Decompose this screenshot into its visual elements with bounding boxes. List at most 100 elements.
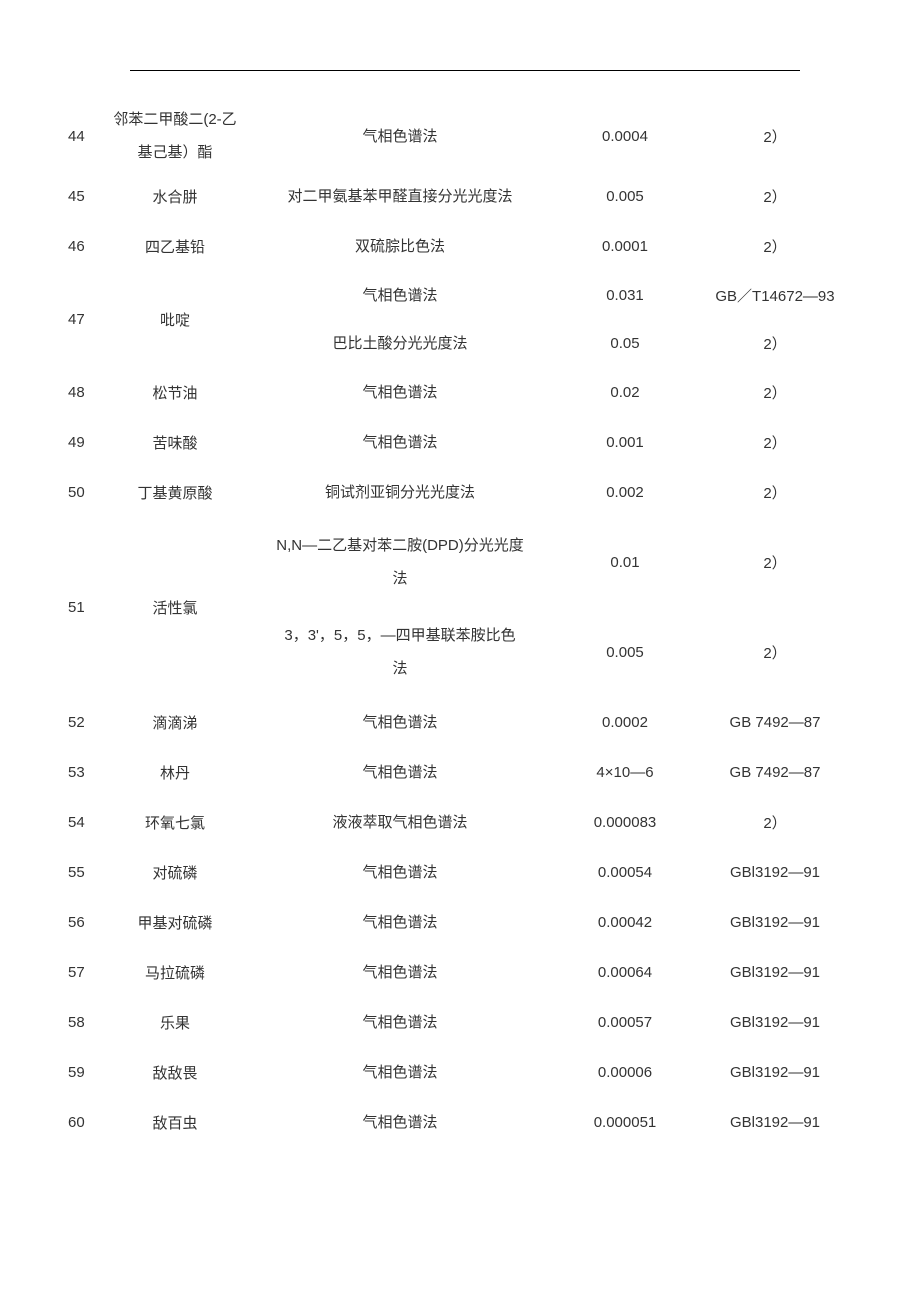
cell-name: 苦味酸 (110, 432, 240, 453)
table-row: 54 环氧七氯 液液萃取气相色谱法 0.000083 2） (60, 797, 860, 847)
table-row: 56 甲基对硫磷 气相色谱法 0.00042 GBl3192—91 (60, 897, 860, 947)
cell-value: 0.005 (560, 644, 690, 661)
cell-num: 46 (60, 238, 110, 255)
table-sub-row: 3，3'，5，5，—四甲基联苯胺比色法 0.005 2） (240, 607, 860, 697)
cell-method: 铜试剂亚铜分光光度法 (240, 476, 560, 509)
cell-value: 0.00042 (560, 914, 690, 931)
cell-method: 对二甲氨基苯甲醛直接分光光度法 (240, 180, 560, 213)
cell-standard: 2） (690, 333, 860, 354)
table-row-group: 47 吡啶 气相色谱法 0.031 GB／T14672—93 巴比土酸分光光度法… (60, 271, 860, 367)
cell-name: 四乙基铅 (110, 236, 240, 257)
cell-standard: 2） (690, 382, 860, 403)
table-row: 59 敌敌畏 气相色谱法 0.00006 GBl3192—91 (60, 1047, 860, 1097)
cell-num: 58 (60, 1014, 110, 1031)
cell-value: 0.01 (560, 554, 690, 571)
table-row: 48 松节油 气相色谱法 0.02 2） (60, 367, 860, 417)
cell-value: 0.02 (560, 384, 690, 401)
cell-standard: 2） (690, 812, 860, 833)
cell-value: 0.00054 (560, 864, 690, 881)
cell-name: 敌百虫 (110, 1112, 240, 1133)
cell-name: 丁基黄原酸 (110, 482, 240, 503)
cell-standard: GB 7492—87 (690, 714, 860, 731)
cell-standard: GBl3192—91 (690, 914, 860, 931)
cell-method: 气相色谱法 (240, 1006, 560, 1039)
cell-standard: 2） (690, 432, 860, 453)
cell-value: 0.05 (560, 335, 690, 352)
cell-value: 0.002 (560, 484, 690, 501)
cell-name: 对硫磷 (110, 862, 240, 883)
cell-standard: 2） (690, 482, 860, 503)
table-sub-row: 气相色谱法 0.031 GB／T14672—93 (240, 271, 860, 319)
cell-standard: GBl3192—91 (690, 1014, 860, 1031)
cell-name: 邻苯二甲酸二(2-乙基己基）酯 (110, 103, 240, 169)
cell-standard: GB 7492—87 (690, 764, 860, 781)
cell-name: 林丹 (110, 762, 240, 783)
cell-method: 气相色谱法 (240, 756, 560, 789)
cell-num: 44 (60, 128, 110, 145)
cell-standard: GBl3192—91 (690, 964, 860, 981)
cell-method: 气相色谱法 (240, 1106, 560, 1139)
cell-standard: GBl3192—91 (690, 1114, 860, 1131)
cell-method: 气相色谱法 (240, 706, 560, 739)
cell-value: 0.0001 (560, 238, 690, 255)
cell-method: 气相色谱法 (240, 906, 560, 939)
table-row: 55 对硫磷 气相色谱法 0.00054 GBl3192—91 (60, 847, 860, 897)
cell-standard: GB／T14672—93 (690, 285, 860, 306)
cell-name: 吡啶 (110, 309, 240, 330)
table-sub-row: 巴比土酸分光光度法 0.05 2） (240, 319, 860, 367)
cell-value: 0.005 (560, 188, 690, 205)
cell-value: 0.00057 (560, 1014, 690, 1031)
table-row: 50 丁基黄原酸 铜试剂亚铜分光光度法 0.002 2） (60, 467, 860, 517)
cell-num: 48 (60, 384, 110, 401)
cell-name: 滴滴涕 (110, 712, 240, 733)
cell-value: 0.0004 (560, 128, 690, 145)
cell-standard: 2） (690, 186, 860, 207)
table-row: 46 四乙基铅 双硫腙比色法 0.0001 2） (60, 221, 860, 271)
cell-name: 环氧七氯 (110, 812, 240, 833)
cell-value: 0.0002 (560, 714, 690, 731)
table-row: 49 苦味酸 气相色谱法 0.001 2） (60, 417, 860, 467)
cell-name: 甲基对硫磷 (110, 912, 240, 933)
table-row: 53 林丹 气相色谱法 4×10—6 GB 7492—87 (60, 747, 860, 797)
cell-standard: 2） (690, 642, 860, 663)
table-row: 60 敌百虫 气相色谱法 0.000051 GBl3192—91 (60, 1097, 860, 1147)
data-table: 44 邻苯二甲酸二(2-乙基己基）酯 气相色谱法 0.0004 2） 45 水合… (60, 101, 860, 1147)
cell-standard: GBl3192—91 (690, 1064, 860, 1081)
cell-value: 0.000083 (560, 814, 690, 831)
top-divider (130, 70, 800, 71)
cell-name: 乐果 (110, 1012, 240, 1033)
cell-method: 气相色谱法 (240, 1056, 560, 1089)
cell-num: 59 (60, 1064, 110, 1081)
cell-method: 气相色谱法 (240, 426, 560, 459)
cell-standard: 2） (690, 126, 860, 147)
cell-value: 0.001 (560, 434, 690, 451)
cell-method: 气相色谱法 (240, 856, 560, 889)
table-row-group: 51 活性氯 N,N—二乙基对苯二胺(DPD)分光光度法 0.01 2） 3，3… (60, 517, 860, 697)
cell-name: 敌敌畏 (110, 1062, 240, 1083)
cell-value: 4×10—6 (560, 764, 690, 781)
cell-num: 60 (60, 1114, 110, 1131)
table-row: 58 乐果 气相色谱法 0.00057 GBl3192—91 (60, 997, 860, 1047)
cell-method: 双硫腙比色法 (240, 230, 560, 263)
cell-method: 巴比土酸分光光度法 (240, 327, 560, 360)
cell-standard: GBl3192—91 (690, 864, 860, 881)
cell-num: 56 (60, 914, 110, 931)
table-row: 45 水合肼 对二甲氨基苯甲醛直接分光光度法 0.005 2） (60, 171, 860, 221)
cell-name: 马拉硫磷 (110, 962, 240, 983)
cell-method: 气相色谱法 (240, 120, 560, 153)
cell-method: N,N—二乙基对苯二胺(DPD)分光光度法 (240, 529, 560, 595)
cell-value: 0.031 (560, 287, 690, 304)
cell-name: 活性氯 (110, 597, 240, 618)
cell-num: 55 (60, 864, 110, 881)
table-row: 44 邻苯二甲酸二(2-乙基己基）酯 气相色谱法 0.0004 2） (60, 101, 860, 171)
cell-name: 水合肼 (110, 186, 240, 207)
cell-value: 0.000051 (560, 1114, 690, 1131)
cell-method: 气相色谱法 (240, 376, 560, 409)
table-row: 52 滴滴涕 气相色谱法 0.0002 GB 7492—87 (60, 697, 860, 747)
cell-num: 52 (60, 714, 110, 731)
cell-standard: 2） (690, 552, 860, 573)
cell-num: 54 (60, 814, 110, 831)
cell-num: 53 (60, 764, 110, 781)
cell-method: 3，3'，5，5，—四甲基联苯胺比色法 (240, 619, 560, 685)
cell-num: 57 (60, 964, 110, 981)
